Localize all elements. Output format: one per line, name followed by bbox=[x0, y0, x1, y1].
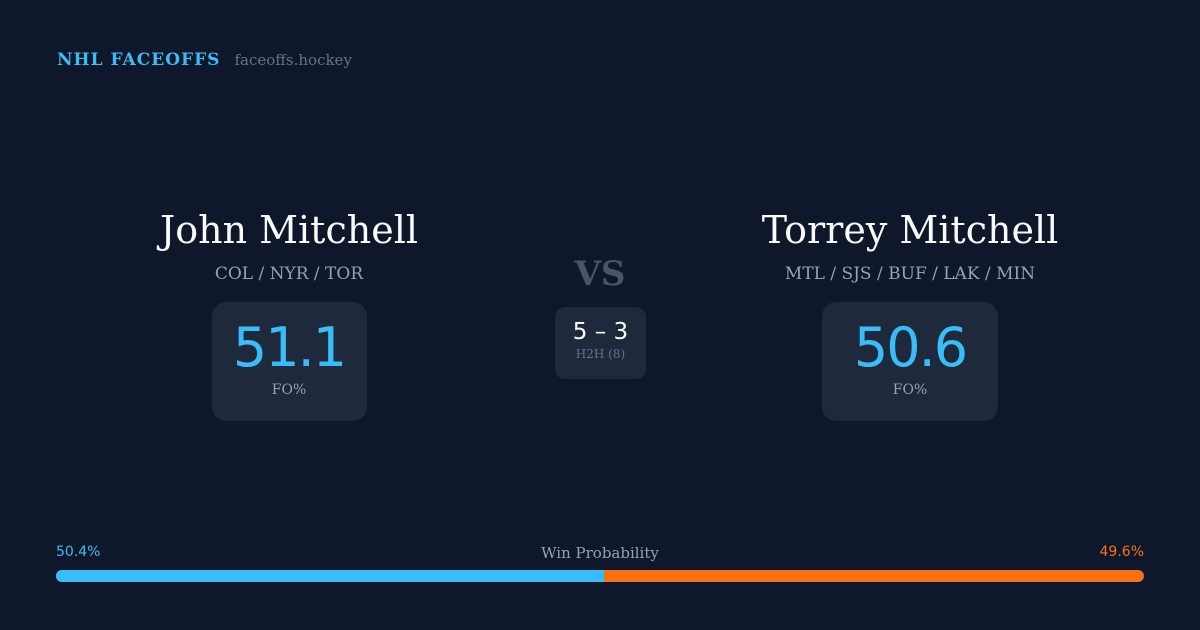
fo-card: 51.1 FO% bbox=[211, 302, 367, 421]
p1-probability-fill bbox=[56, 570, 605, 582]
fo-value: 51.1 bbox=[232, 316, 347, 379]
brand: NHL FACEOFFS faceoffs.hockey bbox=[57, 50, 352, 70]
player-name: John Mitchell bbox=[159, 208, 419, 252]
player-2: Torrey Mitchell MTL / SJS / BUF / LAK / … bbox=[650, 208, 1170, 421]
win-probability: 50.4% Win Probability 49.6% bbox=[56, 544, 1144, 582]
h2h-card: 5 – 3 H2H (8) bbox=[555, 307, 646, 379]
probability-bar bbox=[56, 570, 1144, 582]
brand-url: faceoffs.hockey bbox=[234, 51, 352, 69]
player-1: John Mitchell COL / NYR / TOR 51.1 FO% bbox=[29, 208, 549, 421]
player-name: Torrey Mitchell bbox=[761, 208, 1059, 252]
fo-label: FO% bbox=[271, 382, 307, 398]
h2h-label: H2H (8) bbox=[575, 347, 626, 361]
fo-label: FO% bbox=[892, 382, 928, 398]
player-teams: COL / NYR / TOR bbox=[214, 264, 364, 284]
brand-title: NHL FACEOFFS bbox=[57, 50, 221, 70]
p1-probability: 50.4% bbox=[56, 544, 101, 560]
fo-card: 50.6 FO% bbox=[822, 302, 998, 421]
vs-label: VS bbox=[574, 254, 626, 294]
fo-value: 50.6 bbox=[853, 316, 968, 379]
win-probability-label: Win Probability bbox=[541, 544, 659, 562]
player-teams: MTL / SJS / BUF / LAK / MIN bbox=[784, 264, 1036, 284]
h2h-score: 5 – 3 bbox=[572, 319, 629, 345]
p2-probability: 49.6% bbox=[1099, 544, 1144, 560]
